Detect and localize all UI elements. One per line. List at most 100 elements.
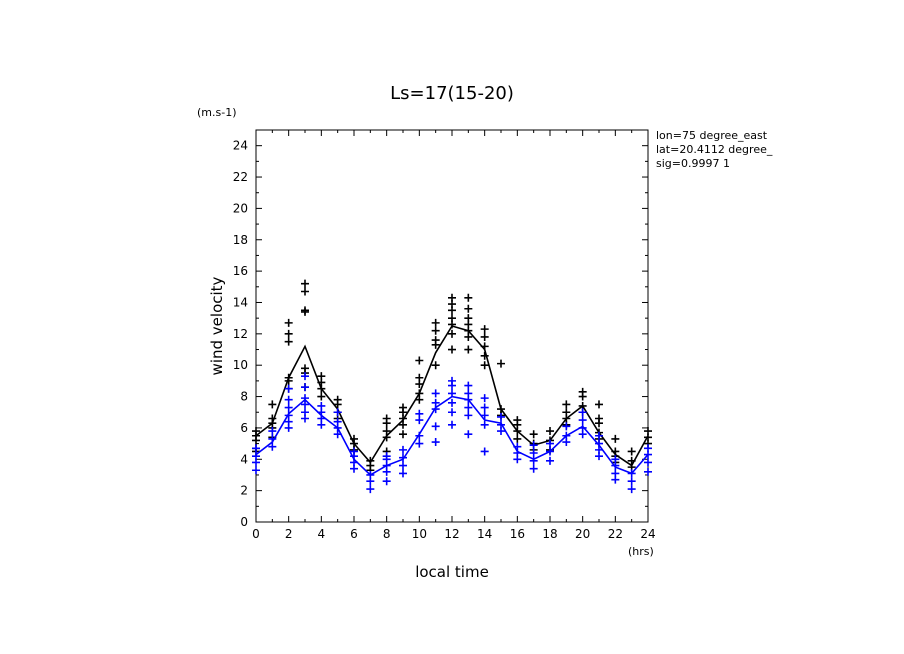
x-tick-label: 6 (350, 527, 358, 541)
series-2-point (268, 442, 277, 451)
y-axis-label: wind velocity (208, 276, 226, 375)
series-1-point (480, 332, 489, 341)
series-2-point (464, 389, 473, 398)
series-2-point (301, 383, 309, 392)
series-2-point (252, 452, 260, 461)
series-2-point (301, 408, 309, 417)
series-1-point (562, 408, 571, 417)
y-tick-label: 8 (240, 390, 248, 404)
series-2-point (480, 403, 489, 412)
series-2-point (529, 456, 538, 465)
y-tick-label: 10 (233, 358, 248, 372)
x-tick-label: 24 (640, 527, 655, 541)
y-tick-label: 0 (240, 515, 248, 529)
series-2-point (464, 411, 473, 420)
series-1-point (448, 314, 456, 323)
series-1-point (284, 337, 293, 346)
series-2 (252, 372, 652, 494)
series-2-point (480, 420, 489, 429)
series-1-point (480, 351, 489, 360)
series-2-point (382, 477, 391, 486)
series-2-point (627, 477, 636, 486)
series-2-point (448, 408, 456, 417)
x-tick-label: 18 (542, 527, 557, 541)
series-1-point (611, 434, 620, 443)
series-1-point (252, 427, 260, 436)
series-2-point (284, 395, 293, 404)
x-tick-label: 8 (383, 527, 391, 541)
y-tick-label: 4 (240, 452, 248, 466)
series-2-point (448, 420, 456, 429)
series-2-point (431, 398, 440, 407)
series-2-point (578, 408, 587, 417)
series-1 (252, 279, 652, 475)
series-1-mean-line (255, 325, 649, 467)
series-2-point (595, 431, 603, 440)
info-lon: lon=75 degree_east (656, 129, 768, 142)
axes: 0 2 4 6 8 10 12 14 16 18 20 22 240246810121416182022… (233, 129, 656, 541)
series-2-point (333, 408, 342, 417)
series-2-point (611, 455, 620, 464)
x-tick-label: 14 (477, 527, 492, 541)
series-2-point (529, 464, 538, 473)
series-1-point (301, 306, 309, 315)
series-2-point (611, 469, 620, 478)
series-1-point (317, 372, 326, 381)
series-2-point (415, 409, 424, 418)
series-1-point (513, 416, 522, 425)
series-1-point (268, 400, 277, 409)
series-2-point (562, 422, 571, 431)
series-1-point (415, 356, 424, 365)
x-tick-label: 12 (444, 527, 459, 541)
series-1-point (480, 361, 489, 370)
series-1-point (317, 392, 326, 401)
series-1-point (301, 364, 309, 373)
series-2-point (480, 394, 489, 403)
y-tick-label: 14 (233, 295, 248, 309)
x-axis-label: local time (415, 563, 489, 581)
series-1-point (464, 293, 473, 302)
series-2-point (284, 384, 293, 393)
series-2-mean-line (255, 395, 649, 476)
series-2-point (431, 438, 440, 447)
series-1-point (464, 314, 473, 323)
x-tick-label: 10 (412, 527, 427, 541)
series-2-point (464, 430, 473, 439)
series-1-point (464, 304, 473, 313)
series-1-point (497, 359, 505, 368)
y-tick-label: 20 (233, 201, 248, 215)
series-1-point (546, 427, 554, 436)
series-1-point (301, 287, 309, 296)
series-2-point (578, 416, 587, 425)
series-2-point (301, 372, 309, 381)
series-1-point (284, 329, 293, 338)
y-tick-label: 16 (233, 264, 248, 278)
series-1-point (529, 430, 538, 439)
series-1-point (431, 318, 440, 327)
series-1-point (448, 329, 456, 338)
series-1-point (448, 345, 456, 354)
series-layer (252, 279, 652, 494)
series-2-point (644, 444, 652, 453)
series-1-point (562, 400, 571, 409)
series-1-point (627, 447, 636, 456)
info-sig: sig=0.9997 1 (656, 157, 730, 170)
series-2-point (431, 389, 440, 398)
series-2-point (431, 422, 440, 431)
series-1-point (578, 387, 587, 396)
series-1-point (464, 345, 473, 354)
series-1-point (382, 427, 391, 436)
y-tick-label: 22 (233, 170, 248, 184)
series-2-point (366, 485, 375, 494)
series-2-point (399, 461, 407, 470)
series-2-point (448, 376, 456, 385)
series-2-point (546, 456, 554, 465)
info-lat: lat=20.4112 degree_ (656, 143, 773, 156)
series-2-point (252, 466, 260, 475)
y-tick-label: 18 (233, 233, 248, 247)
series-1-point (301, 279, 309, 288)
y-tick-label: 24 (233, 139, 248, 153)
x-tick-label: 4 (318, 527, 326, 541)
series-1-point (431, 326, 440, 335)
